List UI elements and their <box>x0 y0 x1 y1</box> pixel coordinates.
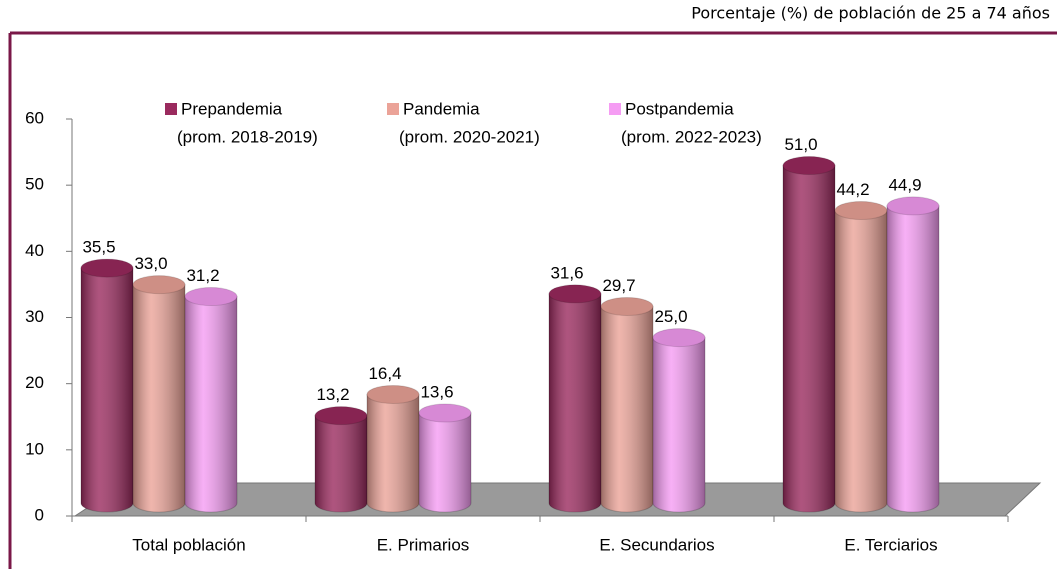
bar-top-shade <box>185 287 237 306</box>
bar-top <box>782 156 836 176</box>
y-tick-label: 10 <box>25 439 44 458</box>
legend-swatch <box>165 103 177 115</box>
legend-label: Postpandemia <box>625 99 734 118</box>
bar-top-shade <box>133 275 185 294</box>
data-label: 51,0 <box>784 135 817 154</box>
data-label: 13,6 <box>420 382 453 401</box>
bar-shade <box>549 293 601 512</box>
legend-swatch <box>609 103 621 115</box>
legend-label: (prom. 2020-2021) <box>399 127 540 146</box>
bar-shade <box>315 415 367 512</box>
x-tick-label: E. Secundarios <box>599 535 714 554</box>
bar-top-shade <box>549 284 601 303</box>
bar-top <box>80 258 134 278</box>
bar-shade <box>367 394 419 512</box>
bar-shade <box>653 337 705 512</box>
legend-swatch <box>387 103 399 115</box>
bar-top-shade <box>835 201 887 220</box>
data-label: 35,5 <box>82 238 115 257</box>
x-tick-label: E. Primarios <box>377 535 470 554</box>
chart-title: Porcentaje (%) de población de 25 a 74 a… <box>691 4 1050 23</box>
bar-top-shade <box>887 196 939 215</box>
bar-top <box>652 328 706 348</box>
bar-shade <box>783 165 835 513</box>
data-label: 44,9 <box>888 175 921 194</box>
y-tick-label: 0 <box>35 505 44 524</box>
bar-shade <box>835 210 887 512</box>
bar-shade <box>419 413 471 512</box>
bar-top-shade <box>419 404 471 423</box>
data-label: 16,4 <box>368 364 401 383</box>
x-tick-label: E. Terciarios <box>844 535 937 554</box>
data-label: 31,2 <box>186 266 219 285</box>
bar-shade <box>887 205 939 512</box>
bar-top <box>600 296 654 316</box>
bar-top-shade <box>81 259 133 278</box>
data-label: 25,0 <box>654 307 687 326</box>
bar-top <box>886 196 940 216</box>
data-label: 13,2 <box>316 385 349 404</box>
legend-label: Pandemia <box>403 99 480 118</box>
legend-label: (prom. 2022-2023) <box>621 127 762 146</box>
bar-top-shade <box>653 328 705 347</box>
bar-top-shade <box>367 385 419 404</box>
bar-top <box>418 403 472 423</box>
x-tick-label: Total población <box>132 535 245 554</box>
bar-top-shade <box>315 406 367 425</box>
data-label: 31,6 <box>550 263 583 282</box>
bar-top <box>132 275 186 295</box>
y-tick-label: 50 <box>25 175 44 194</box>
data-label: 29,7 <box>602 276 635 295</box>
legend-label: (prom. 2018-2019) <box>177 127 318 146</box>
bar-shade <box>81 268 133 512</box>
bar-top <box>548 284 602 304</box>
y-tick-label: 20 <box>25 373 44 392</box>
data-label: 33,0 <box>134 254 167 273</box>
y-tick-label: 60 <box>25 108 44 127</box>
bar-shade <box>185 296 237 512</box>
bar-top-shade <box>601 297 653 316</box>
bar-top-shade <box>783 156 835 175</box>
bar-top <box>184 287 238 307</box>
bar-shade <box>133 284 185 512</box>
legend-label: Prepandemia <box>181 99 283 118</box>
y-tick-label: 30 <box>25 307 44 326</box>
bar-top <box>366 384 420 404</box>
y-tick-label: 40 <box>25 241 44 260</box>
bar-shade <box>601 306 653 512</box>
data-label: 44,2 <box>836 180 869 199</box>
